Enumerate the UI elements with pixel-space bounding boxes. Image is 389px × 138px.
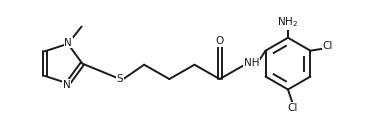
Text: S: S xyxy=(117,74,123,84)
Text: N: N xyxy=(65,38,72,48)
Text: Cl: Cl xyxy=(322,41,333,51)
Text: NH$_2$: NH$_2$ xyxy=(277,15,298,29)
Text: O: O xyxy=(216,36,224,46)
Text: NH: NH xyxy=(244,58,259,68)
Text: Cl: Cl xyxy=(287,103,298,113)
Text: N: N xyxy=(63,80,70,90)
